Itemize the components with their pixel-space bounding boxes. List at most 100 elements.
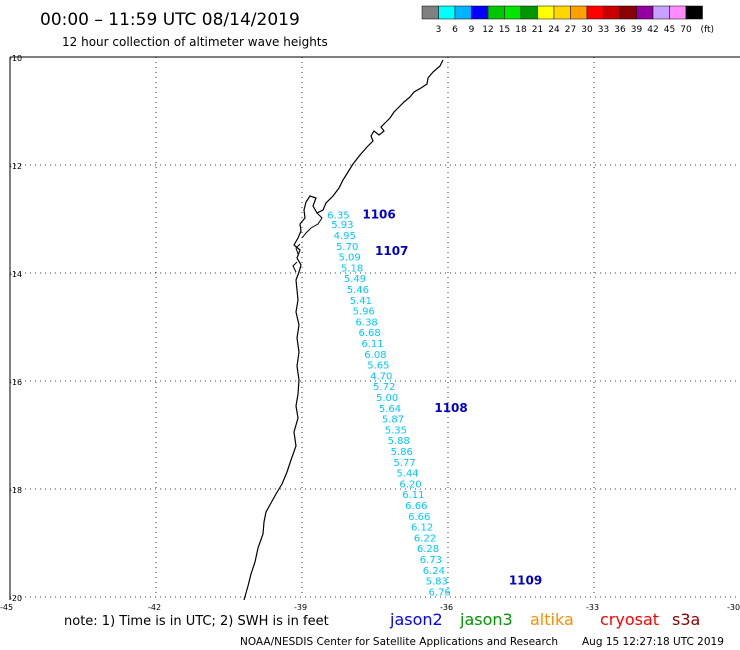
footer-credit: NOAA/NESDIS Center for Satellite Applica… (240, 636, 558, 648)
satellite-name: jason3 (459, 610, 513, 629)
legend-label: 9 (469, 25, 475, 35)
note-text: note: 1) Time is in UTC; 2) SWH is in fe… (64, 614, 329, 629)
map-title: 00:00 – 11:59 UTC 08/14/2019 (40, 10, 300, 30)
lat-tick-label: -12 (9, 162, 22, 171)
wave-height-value: 6.66 (405, 501, 427, 512)
legend-label: 30 (581, 25, 593, 35)
lat-lon-grid (10, 57, 740, 598)
satellite-name: s3a (672, 610, 700, 629)
lat-tick-label: -18 (9, 486, 22, 495)
wave-height-value: 4.70 (370, 371, 392, 382)
pass-time-label: 1107 (375, 244, 408, 258)
lat-tick-label: -14 (9, 270, 22, 279)
lat-tick-label: -16 (9, 378, 22, 387)
map-subtitle: 12 hour collection of altimeter wave hei… (62, 35, 328, 49)
wave-height-value: 6.35 (327, 210, 349, 221)
coastline (243, 59, 444, 601)
legend-label: 24 (548, 25, 560, 35)
wave-height-value: 5.09 (339, 253, 361, 264)
wave-height-legend: 3 6 9 12 15 18 21 24 27 30 33 36 39 42 45 70 (ft) (421, 5, 715, 35)
legend-swatch (636, 5, 654, 20)
footer-timestamp: Aug 15 12:27:18 UTC 2019 (582, 636, 724, 648)
satellite-name: altika (530, 610, 574, 629)
wave-height-value: 5.44 (396, 469, 418, 480)
legend-label: 21 (532, 25, 543, 35)
wave-height-value: 6.38 (356, 317, 378, 328)
wave-height-value: 5.87 (382, 415, 404, 426)
legend-swatch (685, 5, 703, 20)
legend-label: 45 (664, 25, 675, 35)
legend-label: 15 (499, 25, 510, 35)
lon-tick-label: -30 (727, 603, 740, 612)
lon-tick-label: -33 (586, 603, 599, 612)
lon-tick-label: -45 (0, 603, 13, 612)
legend-swatch (438, 5, 456, 20)
legend-label: 3 (436, 25, 442, 35)
legend-label: 18 (515, 25, 527, 35)
legend-swatch (487, 5, 505, 20)
legend-swatch (652, 5, 670, 20)
legend-swatch (471, 5, 489, 20)
wave-height-value: 5.93 (331, 220, 353, 231)
legend-swatch (537, 5, 555, 20)
wave-height-value: 6.76 (429, 587, 451, 598)
map-plot-area: -10 -12 -14 -16 -18 -20-45 -42 -39 -36 -33 -30 6.3… (0, 54, 740, 612)
wave-height-value: 5.00 (376, 393, 398, 404)
pass-time-label: 1109 (509, 574, 542, 588)
wave-height-value: 6.11 (402, 490, 424, 501)
lon-tick-label: -39 (294, 603, 307, 612)
legend-label: 27 (565, 25, 576, 35)
wave-height-value: 5.41 (350, 296, 372, 307)
legend-label: 6 (452, 25, 458, 35)
wave-height-value: 5.18 (341, 263, 363, 274)
wave-height-value: 6.28 (417, 544, 439, 555)
legend-swatch (504, 5, 522, 20)
pass-time-label: 1108 (434, 401, 467, 415)
wave-height-value: 5.88 (388, 436, 410, 447)
wave-height-value: 6.68 (358, 328, 380, 339)
wave-height-value: 6.11 (361, 339, 383, 350)
coastline-bay-islands (292, 212, 323, 273)
legend-label: 36 (614, 25, 626, 35)
legend-swatch (586, 5, 604, 20)
wave-height-value: 5.77 (393, 458, 415, 469)
legend-swatch (454, 5, 472, 20)
legend-swatch (603, 5, 621, 20)
wave-height-value: 5.65 (367, 361, 389, 372)
legend-swatch (570, 5, 588, 20)
legend-label: 39 (631, 25, 643, 35)
wave-height-value: 6.24 (423, 566, 445, 577)
legend-label: 12 (482, 25, 493, 35)
wave-height-value: 5.70 (336, 242, 358, 253)
wave-height-value: 5.72 (373, 382, 395, 393)
legend-swatch (520, 5, 538, 20)
legend-swatch (669, 5, 687, 20)
wave-height-value: 6.66 (408, 512, 430, 523)
lat-tick-label: -10 (9, 54, 22, 63)
legend-label: 42 (647, 25, 658, 35)
legend-swatch (553, 5, 571, 20)
legend-swatch (421, 5, 439, 20)
wave-height-value: 6.08 (364, 350, 386, 361)
wave-height-value: 5.86 (391, 447, 413, 458)
legend-label: (ft) (701, 25, 715, 35)
lon-tick-label: -36 (440, 603, 453, 612)
lat-tick-label: -20 (9, 594, 22, 603)
legend-swatch (619, 5, 637, 20)
legend-label: 70 (680, 25, 692, 35)
wave-height-value: 5.96 (353, 307, 375, 318)
satellite-name: cryosat (600, 610, 659, 629)
wave-height-value: 6.22 (414, 533, 436, 544)
pass-time-labels: 1106 1107 1108 1109 (362, 207, 542, 587)
wave-height-value: 5.64 (379, 404, 401, 415)
wave-height-value: 5.35 (385, 425, 407, 436)
axis-tick-labels: -10 -12 -14 -16 -18 -20-45 -42 -39 -36 -33 -30 (0, 54, 740, 612)
altimeter-track: 6.355.934.955.705.095.185.495.465.415.96… (327, 210, 450, 598)
wave-height-value: 6.20 (399, 479, 421, 490)
wave-height-value: 5.83 (426, 577, 448, 588)
legend-label: 33 (598, 25, 609, 35)
wave-height-value: 6.12 (411, 523, 433, 534)
satellite-legend: jason2 jason3 altika cryosat s3a (389, 610, 700, 629)
wave-height-value: 6.73 (420, 555, 442, 566)
